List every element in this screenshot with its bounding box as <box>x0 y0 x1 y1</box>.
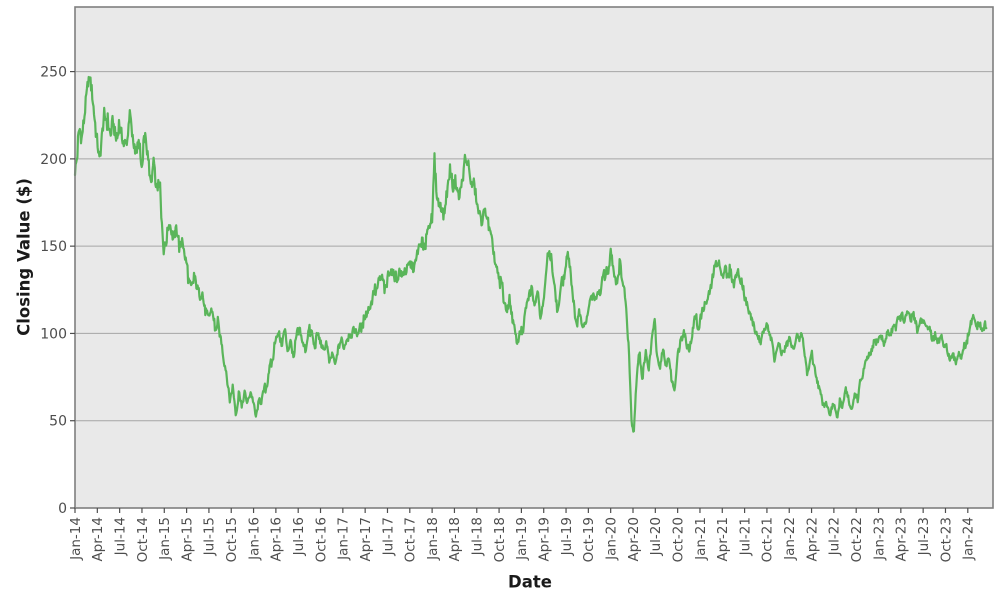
svg-text:Jul-19: Jul-19 <box>559 517 575 556</box>
svg-text:100: 100 <box>40 326 67 342</box>
svg-text:Jul-15: Jul-15 <box>202 517 218 556</box>
svg-text:Apr-21: Apr-21 <box>715 517 731 562</box>
svg-text:250: 250 <box>40 65 67 81</box>
svg-text:Apr-22: Apr-22 <box>804 517 820 562</box>
svg-text:Oct-22: Oct-22 <box>849 517 865 562</box>
svg-text:0: 0 <box>58 501 67 517</box>
svg-text:Jan-14: Jan-14 <box>68 517 84 561</box>
svg-text:Jul-22: Jul-22 <box>827 517 843 556</box>
svg-text:Oct-20: Oct-20 <box>670 517 686 562</box>
svg-text:Jan-23: Jan-23 <box>871 517 887 561</box>
svg-text:Apr-19: Apr-19 <box>537 517 553 562</box>
svg-text:Jul-23: Jul-23 <box>916 517 932 556</box>
svg-text:50: 50 <box>49 414 67 430</box>
svg-text:Apr-18: Apr-18 <box>447 517 463 562</box>
svg-text:Oct-19: Oct-19 <box>581 517 597 562</box>
svg-text:Jul-18: Jul-18 <box>470 517 486 556</box>
svg-text:Oct-15: Oct-15 <box>224 517 240 562</box>
svg-text:Jul-20: Jul-20 <box>648 517 664 556</box>
svg-text:Apr-17: Apr-17 <box>358 517 374 562</box>
svg-text:Apr-14: Apr-14 <box>90 517 106 562</box>
svg-text:Jan-18: Jan-18 <box>425 517 441 561</box>
svg-text:Oct-16: Oct-16 <box>313 517 329 562</box>
svg-text:Jul-16: Jul-16 <box>291 517 307 556</box>
svg-text:Jul-17: Jul-17 <box>380 517 396 556</box>
svg-text:Jul-21: Jul-21 <box>737 517 753 556</box>
svg-text:Apr-15: Apr-15 <box>179 517 195 562</box>
svg-text:Jan-21: Jan-21 <box>693 517 709 561</box>
svg-text:Apr-20: Apr-20 <box>626 517 642 562</box>
svg-text:Jan-15: Jan-15 <box>157 517 173 561</box>
svg-text:Apr-23: Apr-23 <box>894 517 910 562</box>
x-axis-title: Date <box>508 572 552 592</box>
svg-text:Jan-22: Jan-22 <box>782 517 798 561</box>
svg-text:Jan-16: Jan-16 <box>246 517 262 561</box>
svg-text:200: 200 <box>40 152 67 168</box>
svg-text:Oct-18: Oct-18 <box>492 517 508 562</box>
svg-text:Oct-21: Oct-21 <box>760 517 776 562</box>
svg-text:Jan-24: Jan-24 <box>961 517 977 561</box>
y-axis-title: Closing Value ($) <box>14 178 34 336</box>
svg-text:Jan-20: Jan-20 <box>603 517 619 561</box>
svg-text:150: 150 <box>40 239 67 255</box>
svg-text:Oct-23: Oct-23 <box>938 517 954 562</box>
svg-text:Oct-14: Oct-14 <box>135 517 151 562</box>
svg-text:Apr-16: Apr-16 <box>269 517 285 562</box>
svg-text:Jan-19: Jan-19 <box>514 517 530 561</box>
svg-text:Jul-14: Jul-14 <box>112 517 128 556</box>
svg-text:Oct-17: Oct-17 <box>403 517 419 562</box>
svg-text:Jan-17: Jan-17 <box>336 517 352 561</box>
